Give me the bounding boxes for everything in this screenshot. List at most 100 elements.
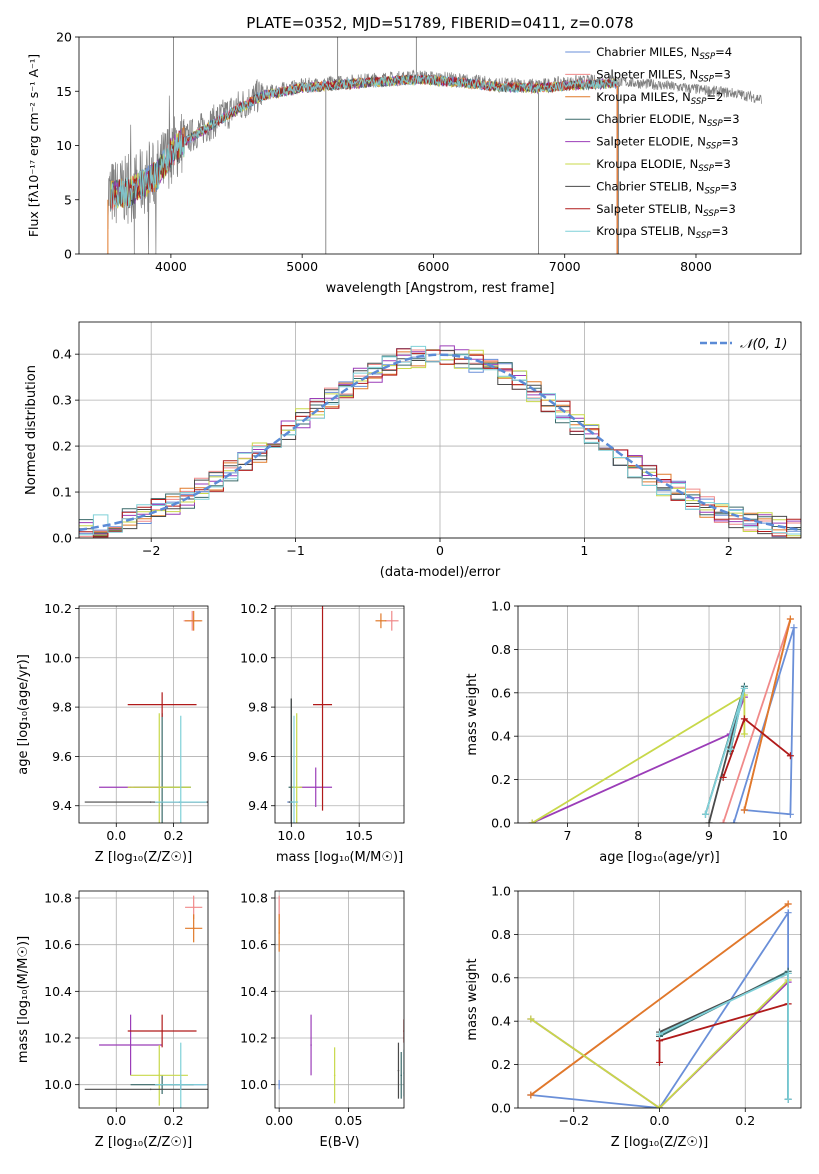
x-tick-label: −0.2 [559,1113,589,1128]
y-tick-label: 10.2 [240,601,268,616]
label-text: Flux [fλ10 [26,175,41,238]
axes-frame [517,605,802,824]
data-point [321,703,324,706]
y-tick-label: 10.2 [240,1031,268,1046]
y-tick-label: 0.2 [491,772,511,787]
y-tick-label: 10.2 [44,601,72,616]
legend-entry: Salpeter ELODIE, NSSP=3 [596,135,738,152]
axes-frame [78,890,209,1109]
weight-vs-metallicity-panel: −0.2 0.0 0.2 0.0 0.2 0.4 0.6 0.8 1.0 Z [log₁₀(Z/Z… [465,884,802,1150]
x-tick-label: 0.2 [164,828,184,843]
x-tick-label: 2 [725,543,733,558]
weight-marker [656,1037,663,1045]
x-tick-label: 5000 [286,259,318,274]
y-tick-label: 10.8 [44,891,72,906]
y-tick-label: 0.0 [52,531,72,546]
weight-marker [527,1091,535,1099]
legend-subscript: SSP [698,74,714,84]
legend-subscript: SSP [706,142,722,152]
legend-suffix: =3 [714,67,731,81]
x-tick-label: 8 [634,828,642,843]
weight-marker [701,810,709,818]
legend-subscript: SSP [707,119,723,129]
plot-area [527,900,792,1108]
y-tick-label: 9.4 [52,798,72,813]
legend-subscript: SSP [703,209,719,219]
plot-area [84,610,208,823]
data-point [161,703,163,706]
plot-area [107,37,762,254]
weight-line [530,979,789,1108]
data-point [390,619,393,622]
spectrum-panel: 4000 5000 6000 7000 8000 0 5 10 15 20 PLATE=0352, … [26,14,802,296]
model-spectrum-line [110,74,618,212]
y-tick-label: 9.8 [52,700,72,715]
legend-label: Chabrier MILES, N [596,45,699,59]
legend-suffix: =3 [711,224,728,238]
weight-marker [740,715,748,723]
normal-distribution-curve [79,353,801,532]
x-tick-label: 10.5 [345,828,373,843]
y-axis-label: Normed distribution [24,365,39,495]
mass-vs-ebv-panel: 0.00 0.05 10.0 10.2 10.4 10.6 10.8 E(B-V) [240,891,405,1150]
legend-subscript: SSP [696,231,712,241]
data-point [278,1083,280,1086]
y-tick-label: 0.6 [491,970,511,985]
label-superscript: ⁻¹ [28,81,41,91]
data-point [129,1044,132,1046]
label-superscript: ⁻¹ [28,59,41,69]
data-point [149,801,152,803]
y-axis-label: mass [log₁₀(M/M☉)] [16,936,31,1063]
y-tick-label: 10.0 [240,1077,268,1092]
weight-marker [726,745,734,753]
x-tick-label: 9 [705,828,713,843]
legend-suffix: =4 [715,45,732,59]
y-tick-label: 10.0 [44,650,72,665]
age-vs-mass-panel: 10.0 10.5 9.4 9.6 9.8 10.0 10.2 mass [log₁₀(M/M… [240,601,405,865]
histogram-step-line [79,345,801,538]
weight-marker [705,819,713,823]
data-point [192,906,195,909]
data-point [149,1088,152,1091]
label-text: erg cm [26,112,41,160]
y-tick-label: 0.0 [491,816,511,831]
weight-marker [740,806,748,814]
x-tick-label: 8000 [680,259,712,274]
y-tick-label: 10.8 [240,891,268,906]
x-tick-label: 10 [772,828,788,843]
weight-marker [784,1095,792,1103]
data-point [278,932,280,934]
legend-entry: Kroupa STELIB, NSSP=3 [596,224,728,241]
legend-label: Salpeter MILES, N [596,67,698,81]
legend-subscript: SSP [699,52,715,62]
x-tick-label: 0 [436,543,444,558]
label-text: A [26,69,41,82]
legend-entry: Chabrier STELIB, NSSP=3 [596,179,737,196]
axes-frame [274,605,405,824]
weight-marker [730,819,738,823]
y-tick-label: 10.2 [44,1031,72,1046]
y-tick-label: 0.2 [52,439,72,454]
weight-marker [784,969,792,977]
y-tick-label: 9.8 [248,700,268,715]
legend-label: 𝒩(0, 1) [740,337,787,352]
label-superscript: ⁻¹⁷ [28,160,41,175]
y-tick-label: 0.8 [491,927,511,942]
axes-frame [78,321,802,539]
x-axis-label: Z [log₁₀(Z/Z☉)] [611,1135,708,1150]
legend-label: Chabrier STELIB, N [596,179,704,193]
y-tick-label: 0.0 [491,1101,511,1116]
x-tick-label: 0.2 [164,1113,184,1128]
x-tick-label: 0.00 [265,1113,293,1128]
weight-line [743,618,792,811]
y-tick-label: 0.6 [491,685,511,700]
y-tick-label: 10.0 [44,1077,72,1092]
data-point [314,786,317,789]
label-superscript: ⁻² [28,102,41,112]
data-point [293,801,295,803]
x-tick-label: 7000 [549,259,581,274]
legend-subscript: SSP [698,164,714,174]
model-spectrum-line [110,74,618,212]
legend-entry: Salpeter MILES, NSSP=3 [596,67,731,84]
y-tick-label: 0.4 [491,1014,511,1029]
